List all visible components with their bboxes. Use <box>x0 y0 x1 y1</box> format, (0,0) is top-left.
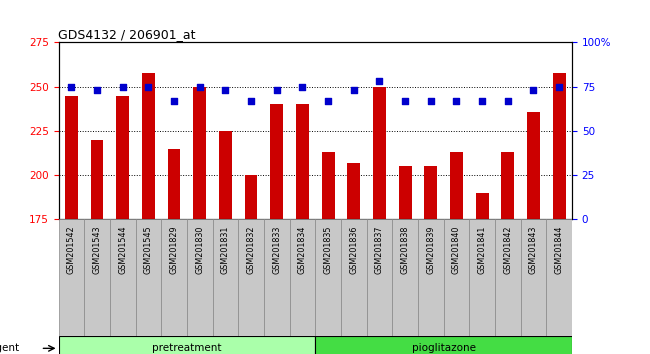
Text: GSM201838: GSM201838 <box>400 225 410 274</box>
Bar <box>469 219 495 336</box>
Text: agent: agent <box>0 343 20 353</box>
Bar <box>367 219 393 336</box>
Point <box>297 84 307 90</box>
Text: GSM201833: GSM201833 <box>272 225 281 274</box>
Bar <box>527 112 540 219</box>
Point <box>400 98 410 104</box>
Point <box>220 87 231 93</box>
Point <box>66 84 77 90</box>
Point <box>246 98 256 104</box>
Bar <box>142 73 155 219</box>
Text: GSM201835: GSM201835 <box>324 225 333 274</box>
Text: GSM201545: GSM201545 <box>144 225 153 274</box>
Bar <box>418 219 444 336</box>
Text: GSM201841: GSM201841 <box>478 225 487 274</box>
Bar <box>443 219 469 336</box>
Bar <box>476 193 489 219</box>
Point <box>477 98 488 104</box>
Text: GSM201842: GSM201842 <box>503 225 512 274</box>
Bar <box>315 219 341 336</box>
Text: GSM201839: GSM201839 <box>426 225 436 274</box>
Bar <box>213 219 239 336</box>
Bar <box>322 152 335 219</box>
Point <box>426 98 436 104</box>
Bar <box>521 219 546 336</box>
Bar <box>341 219 367 336</box>
Point <box>272 87 282 93</box>
Point <box>502 98 513 104</box>
Bar <box>239 219 264 336</box>
Bar <box>168 149 181 219</box>
Bar <box>58 219 84 336</box>
Text: GSM201829: GSM201829 <box>170 225 179 274</box>
Point <box>118 84 128 90</box>
Bar <box>315 336 572 354</box>
Bar <box>110 219 136 336</box>
Point <box>374 79 385 84</box>
Bar <box>244 175 257 219</box>
Point <box>194 84 205 90</box>
Bar <box>161 219 187 336</box>
Bar <box>90 140 103 219</box>
Bar <box>552 73 566 219</box>
Text: GSM201843: GSM201843 <box>529 225 538 274</box>
Text: GSM201836: GSM201836 <box>349 225 358 274</box>
Bar <box>187 219 213 336</box>
Text: GSM201832: GSM201832 <box>246 225 255 274</box>
Text: pioglitazone: pioglitazone <box>411 343 476 353</box>
Bar <box>347 163 360 219</box>
Text: GSM201831: GSM201831 <box>221 225 230 274</box>
Bar <box>270 104 283 219</box>
Bar <box>136 219 161 336</box>
Bar <box>84 219 110 336</box>
Bar <box>116 96 129 219</box>
Bar <box>65 96 78 219</box>
Bar <box>392 219 418 336</box>
Bar <box>58 336 315 354</box>
Point <box>143 84 153 90</box>
Text: GSM201840: GSM201840 <box>452 225 461 274</box>
Point <box>92 87 102 93</box>
Text: GSM201543: GSM201543 <box>92 225 101 274</box>
Bar <box>424 166 437 219</box>
Bar <box>193 87 206 219</box>
Bar <box>219 131 232 219</box>
Text: GSM201837: GSM201837 <box>375 225 384 274</box>
Point <box>528 87 539 93</box>
Bar <box>373 87 386 219</box>
Text: pretreatment: pretreatment <box>152 343 222 353</box>
Point <box>348 87 359 93</box>
Bar <box>398 166 411 219</box>
Bar <box>290 219 315 336</box>
Point <box>323 98 333 104</box>
Point <box>451 98 462 104</box>
Bar <box>546 219 572 336</box>
Text: GSM201834: GSM201834 <box>298 225 307 274</box>
Text: GSM201844: GSM201844 <box>554 225 564 274</box>
Bar <box>495 219 521 336</box>
Bar <box>450 152 463 219</box>
Text: GDS4132 / 206901_at: GDS4132 / 206901_at <box>58 28 196 41</box>
Point <box>169 98 179 104</box>
Text: GSM201830: GSM201830 <box>195 225 204 274</box>
Bar <box>501 152 514 219</box>
Text: GSM201542: GSM201542 <box>67 225 76 274</box>
Bar <box>296 104 309 219</box>
Bar <box>264 219 290 336</box>
Text: GSM201544: GSM201544 <box>118 225 127 274</box>
Point <box>554 84 564 90</box>
